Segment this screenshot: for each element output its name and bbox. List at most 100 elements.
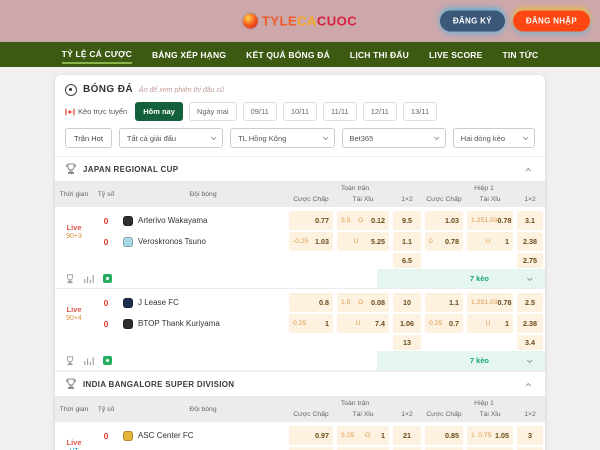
odds-cell[interactable]: 00.82 xyxy=(289,447,333,450)
col-handicap-label: Cược Chấp xyxy=(293,196,329,203)
odds-cell[interactable]: 1 0.75 1.05 xyxy=(467,426,513,445)
filter-dropdown[interactable]: Hai dòng kèo xyxy=(452,128,536,148)
stats-button[interactable] xyxy=(84,274,94,284)
odds-cell[interactable]: 3.1 xyxy=(517,211,543,230)
odds-cell[interactable]: 0 0.78 xyxy=(425,232,463,251)
card-header: BÓNG ĐÁ Ấn để xem phiên thi đấu cũ xyxy=(55,75,545,102)
odds-cell[interactable]: 10 xyxy=(393,447,421,450)
day-tab[interactable]: 09/11 xyxy=(242,102,277,121)
odds-cell[interactable]: 1.1 xyxy=(425,293,463,312)
odds-cell[interactable]: 0.77 xyxy=(289,211,333,230)
filter-dropdown[interactable]: Tất cả giải đấu xyxy=(118,128,224,148)
odds-cell[interactable]: 0.25 0.7 xyxy=(425,314,463,333)
odds-value: 0.7 xyxy=(449,319,459,328)
odds-cell[interactable]: U 7.4 xyxy=(337,314,389,333)
odds-cell[interactable]: 3 xyxy=(517,426,543,445)
away-team[interactable]: Rebels FC xyxy=(119,446,287,450)
home-team[interactable]: ASC Center FC xyxy=(119,425,287,446)
odds-cell[interactable]: 9.5 xyxy=(393,211,421,230)
home-team[interactable]: J Lease FC xyxy=(119,292,287,313)
match-tools xyxy=(65,273,112,284)
odds-cell[interactable]: -0.25 1.03 xyxy=(289,232,333,251)
away-team[interactable]: Veroskronos Tsuno xyxy=(119,231,287,252)
match-footer: 7 kèo xyxy=(55,269,545,289)
odds-cell[interactable]: 1.5 O 0.08 xyxy=(337,293,389,312)
odds-cell[interactable]: 0.85 xyxy=(425,426,463,445)
odds-value: 2.5 xyxy=(525,298,535,307)
cup-button[interactable] xyxy=(65,273,75,284)
nav-item[interactable]: BẢNG XẾP HẠNG xyxy=(151,49,227,60)
odds-cell[interactable]: 00.99 xyxy=(425,447,463,450)
odds-cell[interactable]: 2.25 xyxy=(517,447,543,450)
day-tab[interactable]: 10/11 xyxy=(282,102,318,121)
odds-line: U xyxy=(355,320,361,327)
login-button[interactable]: ĐĂNG NHẬP xyxy=(512,10,590,32)
nav-item[interactable]: LIVE SCORE xyxy=(428,49,483,60)
table-header: Thời gian Tỷ số Đội bóng Toàn trận Hiệp … xyxy=(55,396,545,422)
odds-cell[interactable]: 1.25 1.03 0.78 xyxy=(467,293,513,312)
odds-cell[interactable]: 3.5 O 0.12 xyxy=(337,211,389,230)
match-status: Live xyxy=(66,222,82,232)
cup-button[interactable] xyxy=(65,355,75,366)
day-tab[interactable]: Ngày mai xyxy=(188,102,237,121)
league-header[interactable]: JAPAN REGIONAL CUP xyxy=(55,156,545,181)
day-tab[interactable]: 12/11 xyxy=(362,102,397,121)
odds-cell[interactable]: 1.1 xyxy=(393,232,421,251)
odds-cell[interactable]: 1.03 xyxy=(425,211,463,230)
filter-dropdown[interactable]: TL Hồng Kông xyxy=(230,128,335,148)
odds-cell[interactable]: 1.25 1.03 0.78 xyxy=(467,211,513,230)
more-odds-link[interactable]: 7 kèo xyxy=(377,269,545,288)
odds-cell[interactable]: 1.06 xyxy=(393,314,421,333)
nav-item[interactable]: TIN TỨC xyxy=(502,49,539,60)
odds-cell[interactable]: 2.5 xyxy=(517,293,543,312)
nav-item[interactable]: KẾT QUẢ BÓNG ĐÁ xyxy=(246,49,330,60)
odds-cell[interactable]: 10 xyxy=(393,293,421,312)
day-tab[interactable]: Hôm nay xyxy=(135,102,183,121)
odds-line: 0.25 xyxy=(429,320,443,327)
day-tab[interactable]: 13/11 xyxy=(402,102,438,121)
odds-cell[interactable]: 3.4 xyxy=(517,335,543,350)
odds-cell[interactable]: 21 xyxy=(393,426,421,445)
odds-cell[interactable]: 2.38 xyxy=(517,314,543,333)
odds-cell[interactable]: 6.5 xyxy=(393,253,421,268)
odds-cell[interactable]: U0.8 xyxy=(337,447,389,450)
filters-row: Trận Hot Tất cả giải đấu TL Hồng Kông Be… xyxy=(55,128,545,156)
odds-cell[interactable]: 0.8 xyxy=(289,293,333,312)
football-icon xyxy=(65,84,77,96)
register-button[interactable]: ĐĂNG KÝ xyxy=(439,10,505,32)
col-handicap-label: Cược Chấp xyxy=(426,411,462,418)
odds-cell[interactable]: 0.25 1 xyxy=(289,314,333,333)
odds-value: 0.12 xyxy=(371,216,385,225)
more-odds-link[interactable]: 7 kèo xyxy=(377,351,545,370)
odds-cell[interactable]: 13 xyxy=(393,335,421,350)
odds-value: 1.1 xyxy=(449,298,459,307)
odds-cell[interactable]: U 5.25 xyxy=(337,232,389,251)
odds-cell[interactable]: 2.75 xyxy=(517,253,543,268)
live-indicator-icon[interactable] xyxy=(103,274,112,283)
filter-dropdown[interactable]: Bet365 xyxy=(341,128,446,148)
live-indicator-icon[interactable] xyxy=(103,356,112,365)
odds-cell[interactable]: 0.97 xyxy=(289,426,333,445)
site-logo[interactable]: TYLECACUOC xyxy=(242,13,357,29)
day-tab[interactable]: 11/11 xyxy=(323,102,357,121)
away-team[interactable]: BTOP Thank Kuriyama xyxy=(119,313,287,334)
home-team[interactable]: Arterivo Wakayama xyxy=(119,210,287,231)
chevron-down-icon xyxy=(433,134,440,141)
group-fulltime-label: Toàn trận xyxy=(340,400,370,407)
col-overunder-label: Tài Xỉu xyxy=(479,411,501,418)
hot-matches-button[interactable]: Trận Hot xyxy=(65,128,112,148)
stats-button[interactable] xyxy=(84,356,94,366)
odds-cell[interactable]: U1 xyxy=(467,447,513,450)
nav-item[interactable]: TỶ LỆ CÁ CƯỢC xyxy=(61,46,132,64)
main-nav: TỶ LỆ CÁ CƯỢC BẢNG XẾP HẠNG KẾT QUẢ BÓNG Đ… xyxy=(0,42,600,67)
logo-text-part1: TYLE xyxy=(261,13,298,29)
top-bar: TYLECACUOC ĐĂNG KÝ ĐĂNG NHẬP xyxy=(0,0,600,42)
nav-item[interactable]: LỊCH THI ĐẤU xyxy=(349,49,409,60)
league-header[interactable]: INDIA BANGALORE SUPER DIVISION xyxy=(55,371,545,396)
odds-cell[interactable]: 3.25 O 1 xyxy=(337,426,389,445)
chevron-down-icon xyxy=(211,134,217,141)
odds-cell[interactable]: 2.38 xyxy=(517,232,543,251)
live-odds-filter[interactable]: Kèo trực tuyến xyxy=(65,107,127,116)
